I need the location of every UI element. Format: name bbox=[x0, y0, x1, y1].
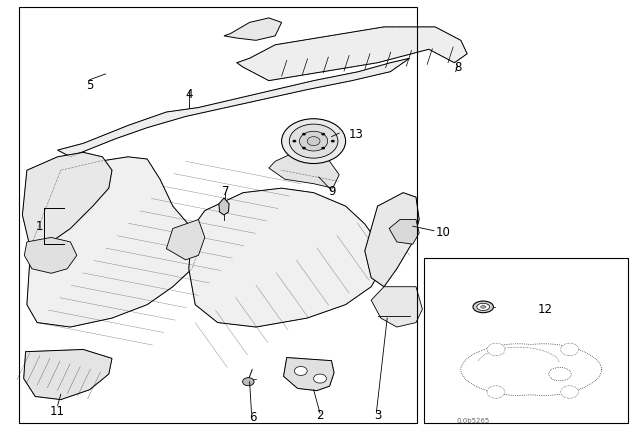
Text: 3: 3 bbox=[374, 409, 381, 422]
Text: 4: 4 bbox=[185, 87, 193, 101]
Polygon shape bbox=[24, 237, 77, 273]
Polygon shape bbox=[371, 287, 422, 327]
Polygon shape bbox=[22, 152, 112, 246]
Text: 12: 12 bbox=[538, 302, 552, 316]
Circle shape bbox=[302, 133, 306, 135]
Bar bbox=[19, 7, 417, 423]
Text: 7: 7 bbox=[221, 185, 229, 198]
Polygon shape bbox=[224, 18, 282, 40]
Text: 6: 6 bbox=[249, 411, 257, 424]
Polygon shape bbox=[269, 152, 339, 188]
Ellipse shape bbox=[477, 303, 490, 310]
Text: 11: 11 bbox=[50, 405, 65, 418]
Text: 9: 9 bbox=[328, 185, 335, 198]
Text: 8: 8 bbox=[454, 60, 461, 74]
Circle shape bbox=[314, 374, 326, 383]
Circle shape bbox=[321, 147, 325, 150]
Text: 5: 5 bbox=[86, 78, 93, 92]
Ellipse shape bbox=[473, 301, 493, 313]
Bar bbox=[424, 258, 628, 423]
Circle shape bbox=[321, 133, 325, 135]
Text: 10: 10 bbox=[435, 225, 450, 239]
Circle shape bbox=[292, 140, 296, 142]
Polygon shape bbox=[284, 358, 334, 391]
Circle shape bbox=[302, 147, 306, 150]
Text: 0.0b5265: 0.0b5265 bbox=[457, 418, 490, 424]
Ellipse shape bbox=[481, 306, 486, 308]
Circle shape bbox=[487, 386, 505, 398]
Text: 1: 1 bbox=[36, 220, 44, 233]
Text: 13: 13 bbox=[349, 128, 364, 141]
Polygon shape bbox=[389, 220, 419, 244]
Polygon shape bbox=[365, 193, 419, 287]
Polygon shape bbox=[237, 27, 467, 81]
Circle shape bbox=[300, 131, 328, 151]
Circle shape bbox=[289, 124, 338, 158]
Circle shape bbox=[561, 386, 579, 398]
Polygon shape bbox=[24, 349, 112, 400]
Polygon shape bbox=[189, 188, 384, 327]
Polygon shape bbox=[27, 157, 198, 327]
Polygon shape bbox=[219, 198, 229, 215]
Circle shape bbox=[282, 119, 346, 164]
Text: 2: 2 bbox=[316, 409, 324, 422]
Polygon shape bbox=[166, 220, 205, 260]
Circle shape bbox=[294, 366, 307, 375]
Polygon shape bbox=[58, 58, 410, 157]
Circle shape bbox=[487, 343, 505, 356]
Circle shape bbox=[331, 140, 335, 142]
Circle shape bbox=[243, 378, 254, 386]
Circle shape bbox=[561, 343, 579, 356]
Circle shape bbox=[307, 137, 320, 146]
